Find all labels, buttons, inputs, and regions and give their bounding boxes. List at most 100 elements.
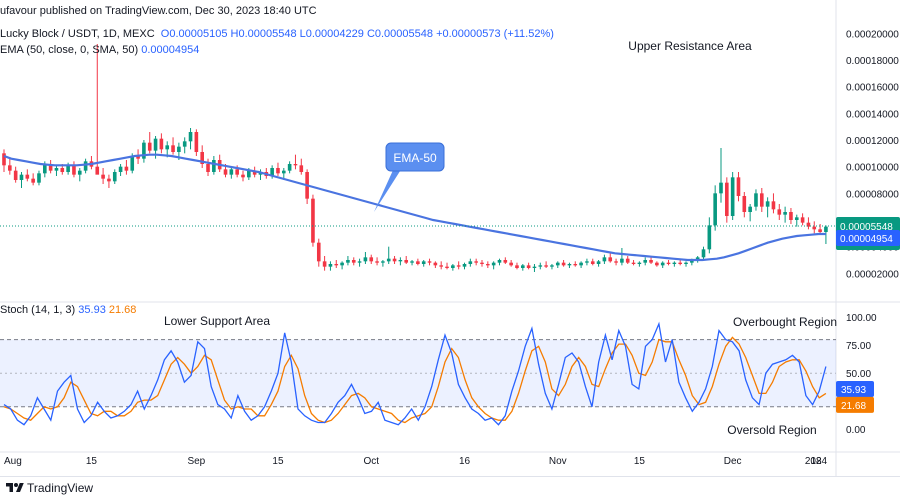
candle-body — [532, 266, 537, 268]
upper-resistance-annotation: Upper Resistance Area — [628, 39, 752, 53]
time-axis-tick: Oct — [363, 456, 379, 467]
candle-body — [555, 262, 560, 266]
tradingview-logo-icon[interactable] — [6, 481, 24, 495]
stoch-axis-tick: 0.00 — [846, 425, 866, 436]
candle-body — [567, 264, 572, 266]
candle-body — [165, 145, 170, 150]
candle-body — [655, 262, 659, 266]
candle-body — [806, 222, 811, 227]
price-axis-tick: 0.00018000 — [846, 56, 899, 67]
candle-body — [468, 261, 473, 264]
candle-body — [2, 153, 6, 166]
candle-body — [200, 152, 205, 164]
candle-body — [381, 261, 385, 263]
candle-body — [124, 166, 129, 171]
price-axis-tick: 0.00002000 — [846, 269, 899, 280]
stoch-axis-tick: 50.00 — [846, 369, 871, 380]
ema-legend[interactable]: EMA (50, close, 0, SMA, 50) 0.00004954 — [0, 44, 199, 56]
candle-body — [95, 166, 100, 175]
candle-body — [136, 156, 140, 159]
candle-body — [730, 177, 735, 216]
close-value: C0.00005548 — [366, 28, 433, 40]
candle-body — [252, 170, 257, 175]
candle-body — [182, 141, 187, 147]
ema-callout-box[interactable] — [385, 142, 445, 172]
stoch-k-axis-label-bg — [836, 380, 874, 397]
candle-body — [602, 257, 607, 262]
candle-body — [13, 170, 18, 180]
candle-body — [707, 225, 712, 250]
high-value: H0.00005548 — [230, 28, 297, 40]
ema50-line — [3, 153, 826, 262]
candle-body — [60, 168, 65, 172]
candle-body — [247, 170, 251, 178]
candle-body — [777, 209, 782, 215]
candle-body — [783, 212, 787, 215]
stoch-axis-tick: 75.00 — [846, 341, 871, 352]
stoch-k-value: 35.93 — [78, 304, 106, 316]
candle-body — [392, 258, 397, 262]
candle-body — [736, 177, 741, 196]
candle-body — [462, 264, 467, 267]
tradingview-brand[interactable]: TradingView — [27, 481, 94, 495]
candle-body — [538, 265, 543, 267]
stoch-d-axis-label: 21.68 — [841, 401, 866, 412]
time-axis-tick: 15 — [634, 456, 646, 467]
ema-label: EMA (50, close, 0, SMA, 50) — [0, 44, 139, 56]
candle-body — [357, 261, 362, 263]
candle-body — [678, 262, 682, 264]
candle-body — [427, 261, 432, 263]
time-axis-tick: 15 — [86, 456, 98, 467]
price-axis-tick: 0.00016000 — [846, 83, 899, 94]
candle-body — [480, 262, 484, 264]
candle-body — [742, 196, 747, 212]
candle-body — [340, 262, 344, 266]
candle-body — [754, 193, 758, 207]
candle-body — [625, 258, 630, 263]
symbol-title[interactable]: Lucky Block / USDT, 1D, MEXC — [0, 28, 155, 40]
published-header: ufavour published on TradingView.com, De… — [0, 5, 317, 17]
candle-body — [456, 265, 461, 267]
candle-body — [596, 261, 601, 264]
candle-body — [439, 265, 443, 267]
ema-value: 0.00004954 — [141, 44, 200, 56]
candle-body — [83, 161, 88, 171]
candle-body — [824, 226, 828, 232]
time-axis-tick: Sep — [187, 456, 205, 467]
candle-body — [42, 164, 47, 174]
candle-body — [649, 260, 653, 263]
candle-body — [445, 266, 449, 268]
candle-body — [54, 168, 59, 171]
time-axis-tick: 16 — [459, 456, 471, 467]
stoch-axis-tick: 100.00 — [846, 313, 877, 324]
candle-body — [515, 265, 519, 268]
candle-body — [276, 168, 280, 174]
candle-body — [281, 170, 286, 174]
price-axis-tick: 0.00014000 — [846, 109, 899, 120]
candle-body — [590, 261, 595, 264]
candle-body — [72, 165, 76, 175]
candle-body — [159, 138, 164, 150]
candle-body — [25, 174, 30, 179]
time-axis-tick: Dec — [724, 456, 742, 467]
candle-body — [171, 145, 175, 152]
candle-body — [212, 160, 216, 172]
candle-body — [550, 265, 554, 267]
candle-body — [270, 168, 274, 176]
candle-body — [287, 164, 292, 171]
candle-body — [608, 257, 613, 262]
candle-body — [101, 174, 105, 179]
candle-body — [48, 164, 53, 171]
candle-body — [404, 260, 409, 263]
published-text: ufavour published on TradingView.com, De… — [0, 5, 317, 17]
candle-body — [690, 260, 694, 263]
candle-body — [410, 261, 414, 263]
candle-body — [194, 132, 199, 152]
candle-body — [235, 169, 239, 175]
time-axis-tick: Aug — [4, 456, 22, 467]
candle-body — [153, 138, 158, 151]
candle-body — [701, 249, 706, 258]
stoch-legend[interactable]: Stoch (14, 1, 3) 35.93 21.68 — [0, 304, 136, 316]
candle-body — [398, 260, 403, 262]
candle-body — [695, 257, 700, 260]
